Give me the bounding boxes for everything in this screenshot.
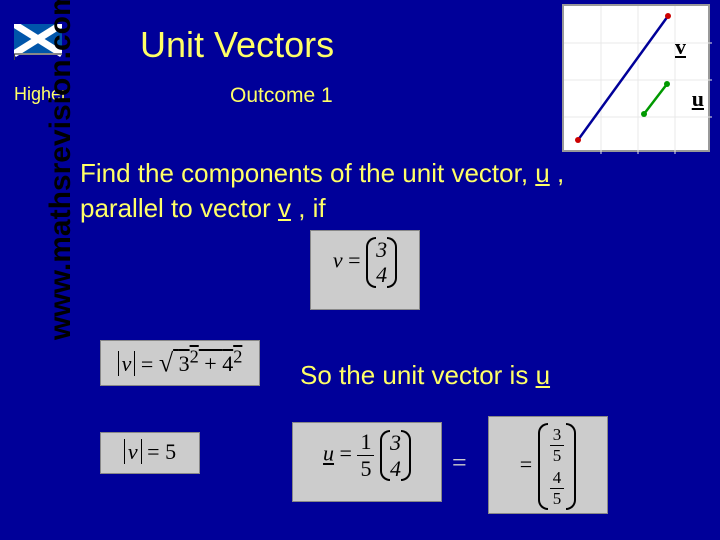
diagram-v-label: v <box>675 34 686 60</box>
eq-v-def: v = 3 4 <box>310 230 420 310</box>
page-title: Unit Vectors <box>140 24 334 66</box>
so-text: So the unit vector is u <box>300 360 550 391</box>
eq-u-num: 1 <box>357 429 374 456</box>
eq-uf-2: 4 <box>550 468 565 489</box>
body-l1a: Find the components of the unit vector, <box>80 158 535 188</box>
site-url: www.mathsrevision.com <box>44 0 78 340</box>
body-u: u <box>535 158 549 188</box>
eq-mag-exp2: 2 <box>233 347 242 367</box>
diagram-u-label: u <box>692 86 704 112</box>
eq-u-den: 5 <box>357 456 374 482</box>
body-l2a: parallel to vector <box>80 193 278 223</box>
eq-magnitude-5: v = 5 <box>100 432 200 474</box>
eq-u-vec-1: 4 <box>390 456 401 481</box>
body-l1b: , <box>550 158 564 188</box>
eq-mag-b: 4 <box>222 351 233 376</box>
eq-u-lhs: u <box>323 441 334 466</box>
vector-diagram: v u <box>562 4 710 152</box>
eq-mag5-lhs: v <box>124 439 142 464</box>
eq-uf-3: 5 <box>550 489 565 509</box>
so-text-u: u <box>536 360 550 390</box>
eq-v-vec-1: 4 <box>376 262 387 287</box>
eq-u-final: = 3 5 4 5 <box>488 416 608 514</box>
eq-equals: = <box>452 448 467 478</box>
eq-mag-exp1: 2 <box>190 347 199 367</box>
eq-v-lhs: v <box>333 247 343 272</box>
eq-magnitude: v = √ 32 + 42 <box>100 340 260 386</box>
eq-mag-lhs: v <box>118 351 136 376</box>
eq-u-vec-0: 3 <box>390 430 401 455</box>
so-text-a: So the unit vector is <box>300 360 536 390</box>
eq-uf-0: 3 <box>550 425 565 446</box>
eq-uf-1: 5 <box>550 446 565 466</box>
body-l2b: , if <box>291 193 326 223</box>
diagram-svg <box>564 6 712 154</box>
body-content: Find the components of the unit vector, … <box>80 156 700 226</box>
outcome-label: Outcome 1 <box>230 84 333 108</box>
body-text: Find the components of the unit vector, … <box>80 156 700 226</box>
eq-mag5-val: 5 <box>165 439 176 464</box>
eq-mag-a: 3 <box>179 351 190 376</box>
eq-u-def: u = 1 5 3 4 <box>292 422 442 502</box>
body-v: v <box>278 193 291 223</box>
eq-v-vec-0: 3 <box>376 237 387 262</box>
